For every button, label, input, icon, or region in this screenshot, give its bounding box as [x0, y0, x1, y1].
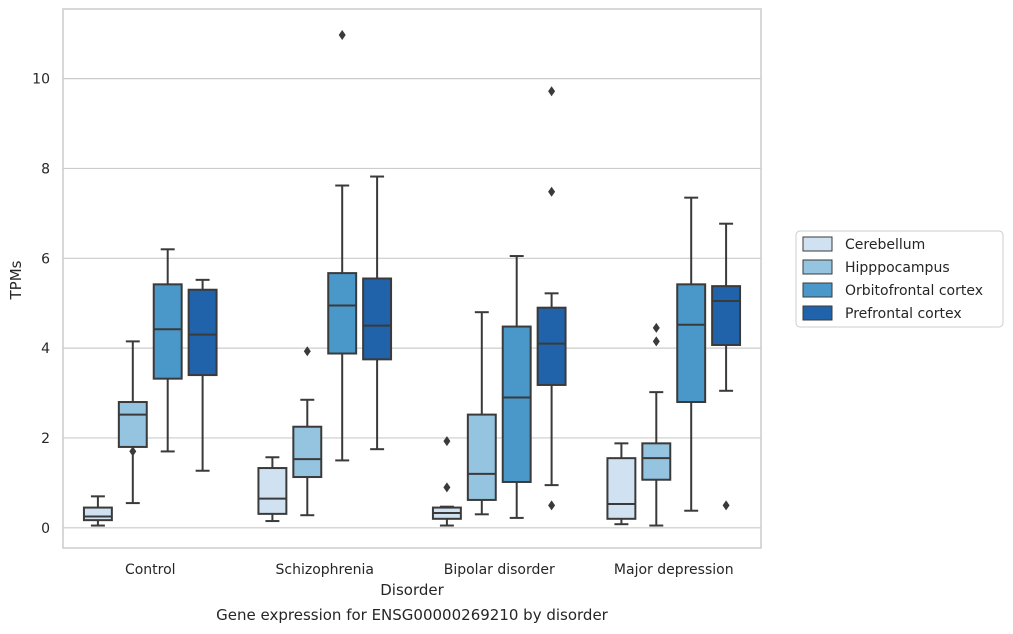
box-iqr: [606, 457, 637, 520]
box-3-0: [187, 278, 218, 472]
box-series-group: [82, 30, 742, 527]
outlier-point: [129, 446, 137, 457]
outlier-point: [652, 336, 660, 347]
legend-label: Hipppocampus: [845, 260, 950, 276]
box-iqr: [257, 467, 288, 515]
y-tick-label: 10: [32, 72, 50, 88]
box-iqr: [327, 272, 358, 355]
box-1-1: [292, 346, 323, 517]
outlier-point: [548, 86, 556, 97]
y-tick-label: 6: [41, 251, 50, 267]
y-tick-label: 8: [41, 161, 50, 177]
x-tick-label: Control: [125, 562, 176, 578]
x-tick-label: Bipolar disorder: [444, 562, 555, 578]
box-0-1: [257, 456, 288, 523]
box-0-2: [431, 436, 462, 527]
box-1-0: [117, 340, 148, 505]
box-iqr: [676, 283, 707, 404]
outlier-point: [548, 500, 556, 511]
legend-label: Orbitofrontal cortex: [845, 283, 983, 299]
legend-frame: [795, 230, 1004, 328]
box-iqr: [711, 285, 742, 346]
box-iqr: [292, 425, 323, 479]
box-1-3: [641, 322, 672, 527]
y-tick-label: 4: [41, 341, 50, 357]
y-tick-label: 2: [41, 431, 50, 447]
box-iqr: [466, 413, 497, 501]
box-0-3: [606, 442, 637, 526]
legend-label: Prefrontal cortex: [845, 306, 962, 322]
outlier-point: [652, 322, 660, 333]
legend-swatch: [802, 236, 833, 252]
y-tick-labels: 0 2 4 6 8 10: [32, 72, 50, 537]
box-iqr: [536, 306, 567, 386]
outlier-point: [443, 436, 451, 447]
legend-swatch: [802, 259, 833, 275]
legend-swatch: [802, 282, 833, 298]
box-3-2: [536, 86, 567, 511]
box-iqr: [187, 288, 218, 377]
y-axis-label: TPMs: [7, 260, 25, 300]
box-2-3: [676, 196, 707, 512]
box-3-3: [711, 222, 742, 511]
x-tick-label: Major depression: [614, 562, 734, 578]
plot-frame: [62, 8, 762, 549]
x-axis-label: Disorder: [380, 581, 444, 599]
legend-label: Cerebellum: [845, 237, 925, 253]
outlier-point: [303, 346, 311, 357]
box-iqr: [362, 277, 393, 361]
box-iqr: [82, 506, 113, 522]
outlier-point: [443, 482, 451, 493]
outlier-point: [722, 500, 730, 511]
legend: Cerebellum Hipppocampus Orbitofrontal cort…: [795, 230, 1004, 328]
box-iqr: [152, 283, 183, 380]
box-3-1: [362, 175, 393, 451]
box-2-2: [501, 255, 532, 519]
y-tick-label: 0: [41, 521, 50, 537]
outlier-point: [338, 30, 346, 41]
box-1-2: [466, 311, 497, 516]
outlier-point: [548, 186, 556, 197]
box-0-0: [82, 495, 113, 527]
box-iqr: [117, 401, 148, 448]
box-iqr: [641, 442, 672, 481]
box-iqr: [501, 325, 532, 483]
x-tick-label: Schizophrenia: [276, 562, 374, 578]
x-tick-labels: Control Schizophrenia Bipolar disorder Majo…: [125, 562, 734, 578]
box-2-1: [327, 30, 358, 462]
box-2-0: [152, 248, 183, 453]
chart-caption: Gene expression for ENSG00000269210 by d…: [216, 606, 608, 624]
legend-swatch: [802, 305, 833, 321]
